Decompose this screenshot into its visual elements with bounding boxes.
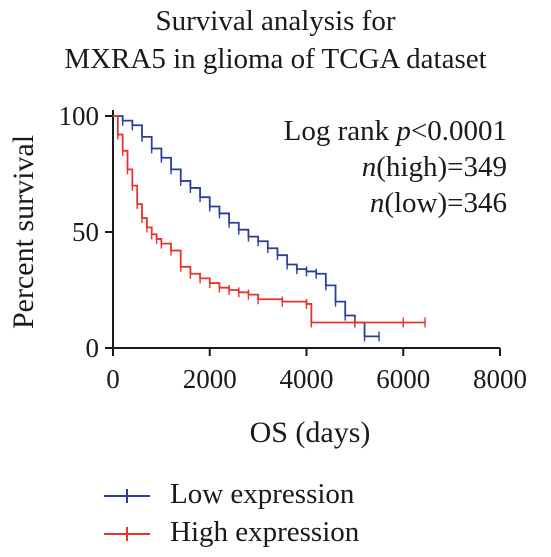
survival-curve-low [113, 115, 380, 338]
legend-item-high: High expression [104, 516, 359, 549]
n-low-symbol: n [369, 187, 385, 219]
x-tick-label: 2000 [183, 364, 237, 394]
n-high-value: (high)=349 [376, 151, 507, 183]
x-tick-label: 8000 [473, 364, 527, 394]
chart-title-line-1: Survival analysis for [155, 5, 396, 37]
survival-curve-high [113, 115, 426, 324]
log-rank-prefix: Log rank [283, 115, 397, 147]
y-tick-label: 100 [59, 101, 100, 131]
n-low-value: (low)=346 [384, 187, 507, 219]
legend-swatch-low [104, 489, 150, 504]
legend-swatch-high [104, 527, 150, 542]
y-tick-label: 0 [86, 333, 100, 363]
y-tick-label: 50 [72, 217, 99, 247]
legend-label-low: Low expression [170, 478, 355, 510]
x-tick-label: 4000 [280, 364, 334, 394]
log-rank-value: <0.0001 [410, 115, 507, 147]
legend-item-low: Low expression [104, 478, 354, 511]
y-axis-label: Percent survival [7, 134, 40, 330]
axes: 0 2000 4000 6000 8000 0 50 100 [59, 101, 528, 394]
n-high-symbol: n [361, 151, 377, 183]
log-rank-annotation: Log rank p<0.0001 [284, 114, 507, 149]
log-rank-p-symbol: p [396, 115, 411, 147]
n-low-annotation: n(low)=346 [370, 186, 507, 221]
x-tick-label: 6000 [376, 364, 430, 394]
x-axis-label: OS (days) [249, 416, 371, 449]
legend-label-high: High expression [170, 516, 360, 548]
n-high-annotation: n(high)=349 [362, 150, 507, 185]
series-layer [113, 115, 426, 342]
chart-title-line-2: MXRA5 in glioma of TCGA dataset [64, 43, 487, 75]
x-tick-label: 0 [106, 364, 120, 394]
